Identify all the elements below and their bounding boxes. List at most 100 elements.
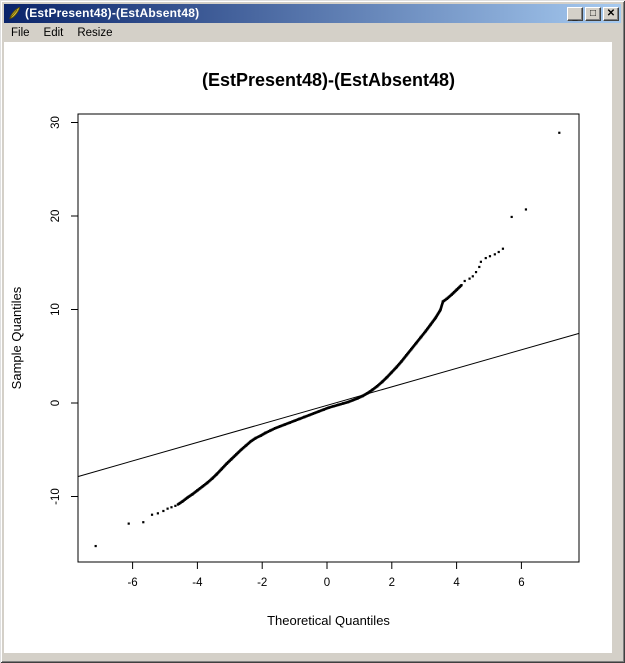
qq-point — [170, 506, 173, 509]
plot-canvas: -6 -4 -2 0 2 4 6 -10 0 10 20 30 Theoretical Quantile… — [4, 42, 612, 653]
qq-point — [471, 275, 474, 278]
qq-point — [351, 398, 355, 402]
qq-point — [127, 522, 130, 525]
qq-point — [318, 409, 322, 413]
qq-point — [440, 305, 443, 308]
feather-icon[interactable] — [6, 6, 22, 22]
x-tick-label: -4 — [192, 577, 203, 589]
qq-point — [342, 402, 345, 405]
qq-point — [315, 411, 318, 414]
qq-point — [332, 405, 335, 408]
x-tick-label: 2 — [389, 577, 395, 589]
qq-point — [331, 405, 334, 408]
qq-point — [321, 408, 324, 412]
qq-point — [282, 423, 285, 427]
qq-point — [309, 413, 312, 416]
menu-resize[interactable]: Resize — [77, 26, 113, 39]
maximize-button[interactable]: □ — [585, 6, 601, 21]
qq-point — [276, 426, 279, 429]
qq-point — [316, 410, 319, 414]
minimize-button[interactable]: _ — [567, 6, 583, 21]
qq-point — [333, 404, 336, 408]
qq-point — [295, 418, 299, 422]
qq-point — [290, 420, 294, 423]
qq-point — [174, 504, 177, 507]
qq-point — [497, 250, 500, 254]
qq-point — [524, 208, 528, 211]
qq-point — [275, 426, 278, 429]
x-tick-label: 0 — [324, 577, 330, 589]
qq-point — [254, 436, 257, 440]
qq-point — [348, 400, 351, 403]
qq-point — [303, 415, 306, 419]
qq-point — [357, 396, 361, 399]
x-axis-label: Theoretical Quantiles — [267, 613, 390, 628]
menu-file[interactable]: File — [11, 26, 30, 39]
qq-point — [269, 429, 272, 432]
qq-point — [328, 406, 332, 409]
maximize-icon: □ — [589, 8, 597, 19]
qq-point — [300, 416, 304, 420]
qq-point — [317, 410, 321, 413]
qq-point — [265, 431, 268, 434]
qq-reference-line — [77, 332, 580, 478]
window-controls: _ □ ✕ — [567, 6, 619, 21]
qq-point — [338, 403, 341, 406]
qq-point — [355, 397, 358, 400]
qq-point — [354, 398, 357, 401]
menu-edit[interactable]: Edit — [43, 26, 64, 39]
qq-point — [329, 405, 333, 409]
qq-point — [474, 271, 478, 274]
qq-point — [311, 412, 315, 415]
y-tick-label: -10 — [50, 488, 62, 505]
qq-point — [273, 427, 277, 430]
qq-point — [360, 395, 363, 398]
x-tick-label: -6 — [127, 577, 137, 589]
qq-point — [441, 302, 444, 306]
qq-point — [510, 215, 513, 219]
qq-point — [150, 513, 154, 516]
qq-point — [312, 412, 316, 415]
qq-point — [156, 512, 159, 515]
qq-point — [468, 277, 471, 280]
x-tick-label: -2 — [257, 577, 267, 589]
x-tick-label: 6 — [518, 577, 524, 589]
y-tick-label: 30 — [50, 116, 62, 129]
qq-point — [441, 301, 444, 304]
qq-point — [323, 407, 327, 411]
qq-point — [142, 521, 145, 524]
qq-point — [346, 400, 350, 404]
qq-point — [337, 403, 340, 407]
title-bar[interactable]: (EstPresent48)-(EstAbsent48) _ □ ✕ — [4, 4, 621, 23]
qq-point — [359, 395, 362, 399]
qq-point — [162, 509, 165, 513]
qq-point — [283, 423, 287, 426]
qq-point — [281, 424, 284, 427]
qq-point — [339, 402, 342, 406]
qq-point — [488, 255, 492, 258]
qq-point — [293, 419, 296, 422]
y-tick-label: 20 — [50, 210, 62, 223]
qq-point — [271, 428, 274, 431]
qq-point — [288, 421, 291, 424]
qq-point — [350, 399, 353, 402]
qq-point — [270, 428, 273, 432]
qq-point — [301, 416, 305, 419]
qq-point — [439, 308, 442, 312]
close-button[interactable]: ✕ — [603, 6, 619, 21]
qq-point — [335, 404, 339, 407]
qq-point — [349, 399, 352, 403]
qq-point — [479, 260, 482, 263]
qq-point — [280, 424, 283, 428]
qq-point — [320, 409, 323, 412]
menu-bar: File Edit Resize — [4, 24, 621, 42]
qq-point — [267, 429, 271, 433]
qq-point — [340, 402, 344, 406]
qq-plot: -6 -4 -2 0 2 4 6 -10 0 10 20 30 Theoretical Quantile… — [9, 70, 580, 628]
qq-point — [94, 544, 97, 548]
y-tick-label: 0 — [50, 400, 62, 406]
y-tick-label: 10 — [50, 303, 62, 316]
qq-point — [287, 421, 290, 425]
qq-point — [305, 414, 308, 418]
qq-point — [294, 419, 298, 422]
